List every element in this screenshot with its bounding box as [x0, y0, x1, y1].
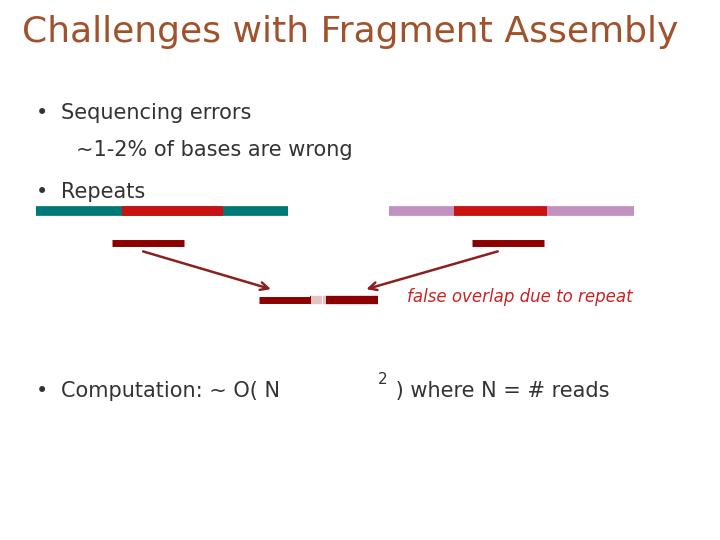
Text: •: • [36, 381, 48, 401]
Text: •: • [36, 182, 48, 202]
Text: Challenges with Fragment Assembly: Challenges with Fragment Assembly [22, 15, 678, 49]
Text: 2: 2 [378, 372, 387, 387]
Text: ) where N = # reads: ) where N = # reads [389, 381, 609, 401]
Text: Computation: ~ O( N: Computation: ~ O( N [61, 381, 280, 401]
Text: •: • [36, 103, 48, 123]
Text: Introduction to high throughput sequencing: Introduction to high throughput sequenci… [14, 506, 500, 525]
Text: Repeats: Repeats [61, 182, 145, 202]
Text: false overlap due to repeat: false overlap due to repeat [407, 288, 632, 306]
Text: Sequencing errors: Sequencing errors [61, 103, 251, 123]
Text: ~1-2% of bases are wrong: ~1-2% of bases are wrong [76, 140, 352, 160]
